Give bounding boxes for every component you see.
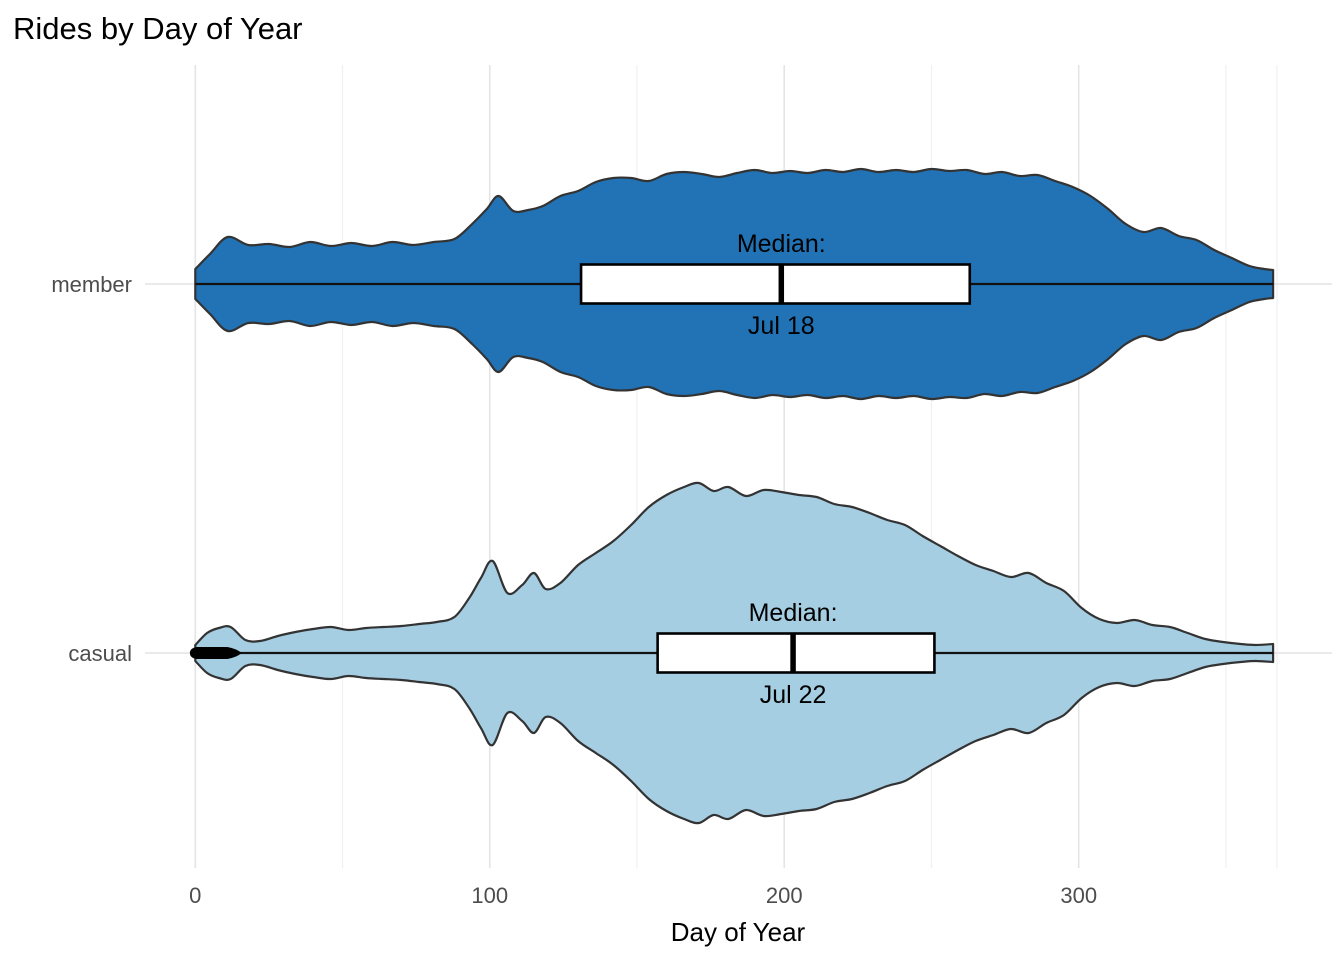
casual-median-value: Jul 22 [760, 681, 827, 709]
member-median-value: Jul 18 [748, 312, 815, 340]
member-box [579, 263, 972, 305]
member-median-label: Median: [737, 230, 826, 258]
x-tick-label: 300 [1060, 883, 1097, 908]
x-tick-label: 100 [471, 883, 508, 908]
x-tick-label: 200 [766, 883, 803, 908]
casual-median-label: Median: [749, 599, 838, 627]
x-tick-labels: 0 100 200 300 [189, 883, 1097, 908]
casual-box [656, 632, 936, 674]
category-label-casual: casual [68, 641, 132, 666]
x-axis-title: Day of Year [671, 917, 806, 947]
violin-shapes [189, 167, 1275, 825]
category-label-member: member [51, 272, 132, 297]
casual-outlier-cluster [189, 647, 242, 659]
chart-title: Rides by Day of Year [13, 11, 303, 46]
x-tick-label: 0 [189, 883, 201, 908]
